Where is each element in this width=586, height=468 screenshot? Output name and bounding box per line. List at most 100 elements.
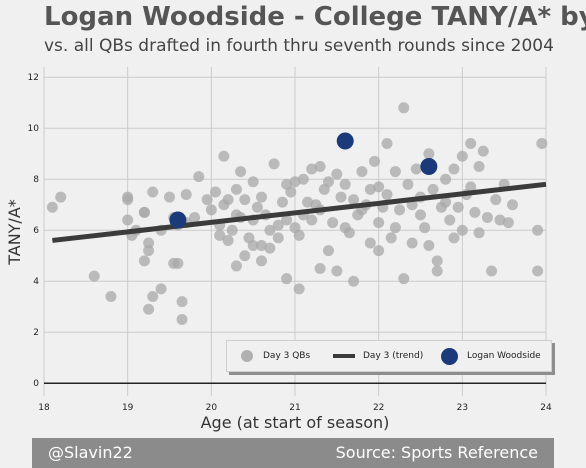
data-point xyxy=(398,273,410,285)
x-tick-label: 24 xyxy=(540,403,552,413)
data-point xyxy=(381,189,393,201)
data-point xyxy=(302,196,314,208)
y-tick-label: 12 xyxy=(28,73,39,83)
x-tick-label: 22 xyxy=(373,403,384,413)
data-point xyxy=(465,138,477,150)
data-point xyxy=(431,265,443,277)
data-point xyxy=(331,265,343,277)
data-point xyxy=(281,273,293,285)
data-point xyxy=(256,240,268,252)
legend-label: Logan Woodside xyxy=(467,351,541,361)
data-point xyxy=(176,296,188,308)
data-point xyxy=(46,201,58,213)
data-point xyxy=(222,234,234,246)
legend-item-trend: Day 3 (trend) xyxy=(333,341,423,371)
data-point xyxy=(394,204,406,216)
data-point xyxy=(201,194,213,206)
data-point xyxy=(348,194,360,206)
data-point xyxy=(356,166,368,178)
data-point xyxy=(415,209,426,221)
data-point xyxy=(343,227,355,239)
data-point xyxy=(147,186,159,198)
data-point xyxy=(180,189,192,201)
data-point xyxy=(210,186,222,198)
data-point xyxy=(389,222,401,234)
data-point xyxy=(176,313,188,325)
data-point xyxy=(235,166,247,178)
data-point xyxy=(306,163,318,175)
data-point xyxy=(373,181,385,193)
data-point xyxy=(490,194,502,206)
data-point xyxy=(55,191,67,203)
data-point xyxy=(473,227,485,239)
y-tick-label: 10 xyxy=(28,124,40,134)
data-point xyxy=(465,181,477,193)
data-point xyxy=(456,224,468,236)
x-tick-label: 20 xyxy=(206,403,218,413)
data-point xyxy=(256,191,268,203)
data-point xyxy=(532,265,544,277)
data-point xyxy=(423,240,435,252)
data-point xyxy=(218,150,230,162)
data-point xyxy=(322,245,334,257)
highlight-point xyxy=(169,211,187,229)
data-point xyxy=(481,211,493,223)
footer-credit: @Slavin22 xyxy=(48,443,133,462)
data-point xyxy=(373,217,385,229)
chart-title: Logan Woodside - College TANY/A* by Age xyxy=(44,2,586,32)
data-point xyxy=(532,224,544,236)
data-point xyxy=(297,173,309,185)
data-point xyxy=(122,214,134,226)
data-point xyxy=(164,191,175,203)
data-point xyxy=(373,245,385,257)
legend-item-day3-qbs: Day 3 QBs xyxy=(241,341,310,371)
legend-label: Day 3 QBs xyxy=(263,351,311,361)
trend-line-segment xyxy=(52,181,547,243)
data-point xyxy=(448,163,460,175)
x-tick-label: 19 xyxy=(122,403,134,413)
x-tick-label: 23 xyxy=(457,403,468,413)
footer-source: Source: Sports Reference xyxy=(335,443,538,462)
data-point xyxy=(469,206,481,218)
data-point xyxy=(138,206,150,218)
highlight-point xyxy=(420,157,438,175)
data-point xyxy=(281,178,293,190)
data-point xyxy=(431,255,443,267)
legend-item-logan-woodside: Logan Woodside xyxy=(441,341,541,371)
data-point xyxy=(272,232,284,244)
data-point xyxy=(226,224,238,236)
data-point xyxy=(239,194,251,206)
data-point xyxy=(335,191,347,203)
data-point xyxy=(105,291,117,303)
data-point xyxy=(398,102,410,114)
y-tick-label: 8 xyxy=(33,175,39,185)
y-axis-label: TANY/A* xyxy=(5,199,24,266)
data-point xyxy=(406,237,418,249)
data-point xyxy=(155,283,167,295)
trend-line xyxy=(52,181,547,243)
x-axis-label: Age (at start of season) xyxy=(201,413,390,432)
data-point xyxy=(88,270,100,282)
data-point xyxy=(143,245,155,257)
data-point xyxy=(293,283,305,295)
data-point xyxy=(385,232,397,244)
data-point xyxy=(364,237,376,249)
data-point xyxy=(122,191,134,203)
chart-subtitle: vs. all QBs drafted in fourth thru seven… xyxy=(44,36,554,56)
data-point xyxy=(410,163,422,175)
y-tick-label: 0 xyxy=(33,379,39,389)
legend-dot-gray-icon xyxy=(241,350,253,362)
highlight-points xyxy=(169,132,438,229)
data-point xyxy=(427,183,439,195)
data-point xyxy=(339,178,351,190)
data-point xyxy=(486,265,498,277)
data-point xyxy=(389,166,401,178)
x-tick-label: 18 xyxy=(38,403,50,413)
chart-legend: Day 3 QBs Day 3 (trend) Logan Woodside xyxy=(226,340,552,372)
data-point xyxy=(205,204,217,216)
data-point xyxy=(306,214,318,226)
data-point xyxy=(264,242,276,254)
data-point xyxy=(368,155,380,167)
data-point xyxy=(494,214,506,226)
